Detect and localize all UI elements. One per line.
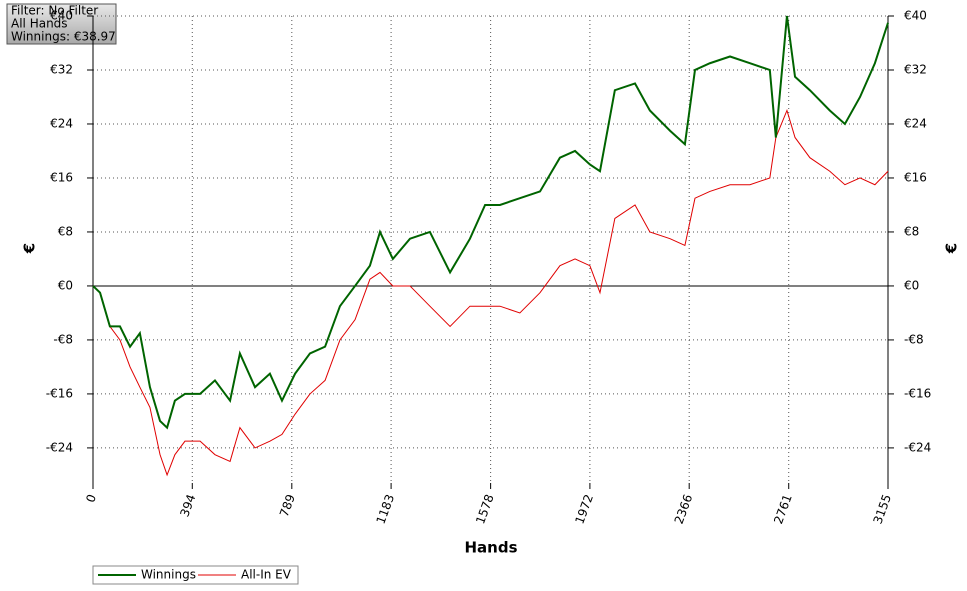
y-tick-label: €16 [50,170,73,184]
legend [92,565,299,585]
legend-label: Winnings [141,568,196,582]
y-tick-label: €8 [58,224,73,238]
y-tick-label: €24 [50,116,73,130]
y-tick-label: €0 [58,278,73,292]
info-box [6,3,117,45]
y-tick-label-right: -€24 [904,440,931,454]
y-tick-label-right: €16 [904,170,927,184]
y-tick-label-right: €8 [904,224,919,238]
y-axis-label: € [21,243,39,254]
series-line [92,108,889,477]
legend-label: All-In EV [241,568,292,582]
y-tick-label-right: -€8 [904,332,924,346]
y-axis-label-right: € [943,243,961,254]
y-tick-label: -€16 [46,386,73,400]
info-line: All Hands [11,17,68,31]
x-tick-label: 3155 [871,492,895,525]
y-tick-label-right: -€16 [904,386,931,400]
y-tick-label-right: €24 [904,116,927,130]
x-tick-label: 789 [277,492,298,518]
y-tick-label-right: €32 [904,62,927,76]
y-tick-label: -€24 [46,440,73,454]
x-tick-label: 1972 [572,492,596,525]
y-tick-label-right: €40 [904,9,927,23]
y-tick-label: €40 [50,9,73,23]
x-tick-label: 0 [83,492,99,504]
x-axis-label: Hands [464,539,517,557]
x-tick-label: 1578 [473,492,497,525]
info-line: Filter: No Filter [11,4,98,18]
x-tick-label: 1183 [374,492,398,525]
x-tick-label: 394 [177,492,198,518]
y-tick-label: €32 [50,62,73,76]
x-tick-label: 2761 [771,492,795,525]
y-tick-label-right: €0 [904,278,919,292]
x-tick-label: 2366 [672,492,696,525]
series-line [92,15,889,430]
y-tick-label: -€8 [53,332,73,346]
info-line: Winnings: €38.97 [11,30,116,44]
